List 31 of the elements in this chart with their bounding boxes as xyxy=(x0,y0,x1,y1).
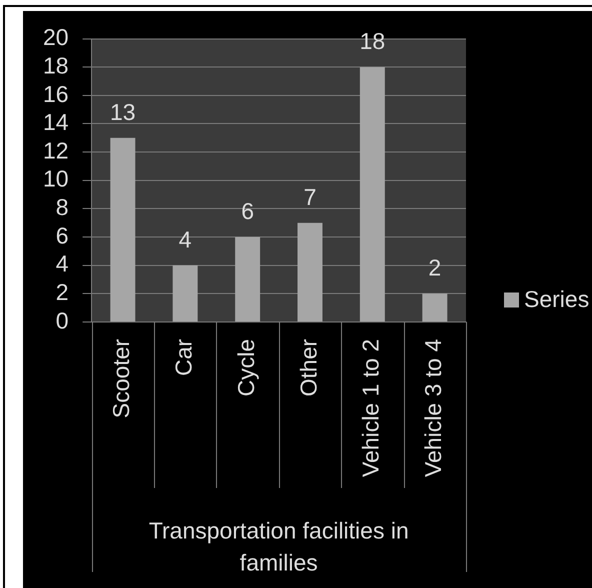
bar xyxy=(110,138,136,322)
y-tick-label: 6 xyxy=(56,222,69,248)
y-tick-label: 14 xyxy=(42,109,69,136)
x-tick-label: Cycle xyxy=(232,338,259,396)
bar xyxy=(298,222,322,322)
data-label: 6 xyxy=(241,198,254,224)
y-tick-label: 2 xyxy=(56,278,69,305)
x-tick-label: Scooter xyxy=(108,338,134,418)
y-tick-label: 4 xyxy=(56,250,69,277)
data-label: 13 xyxy=(110,98,136,125)
y-tick-label: 8 xyxy=(56,194,69,220)
y-tick-label: 20 xyxy=(42,24,69,50)
x-tick-label: Car xyxy=(170,338,197,376)
x-axis-title: Transportation facilities in families xyxy=(148,517,409,576)
data-label: 7 xyxy=(304,184,316,210)
legend-label: Series xyxy=(524,286,590,312)
bar xyxy=(235,237,260,322)
y-tick-label: 18 xyxy=(42,52,69,78)
x-tick-label: Vehicle 1 to 2 xyxy=(358,338,384,478)
y-tick-label: 12 xyxy=(42,137,69,164)
y-tick-label: 10 xyxy=(42,166,69,192)
x-tick-label: Vehicle 3 to 4 xyxy=(420,338,446,478)
bar xyxy=(172,265,198,322)
y-tick-label: 16 xyxy=(42,80,69,107)
x-tick-label: Other xyxy=(295,338,322,396)
bar xyxy=(360,67,385,322)
data-label: 4 xyxy=(178,226,192,252)
data-label: 18 xyxy=(360,28,386,54)
data-label: 2 xyxy=(428,254,442,281)
bar xyxy=(422,294,448,322)
y-tick-label: 0 xyxy=(56,307,69,334)
